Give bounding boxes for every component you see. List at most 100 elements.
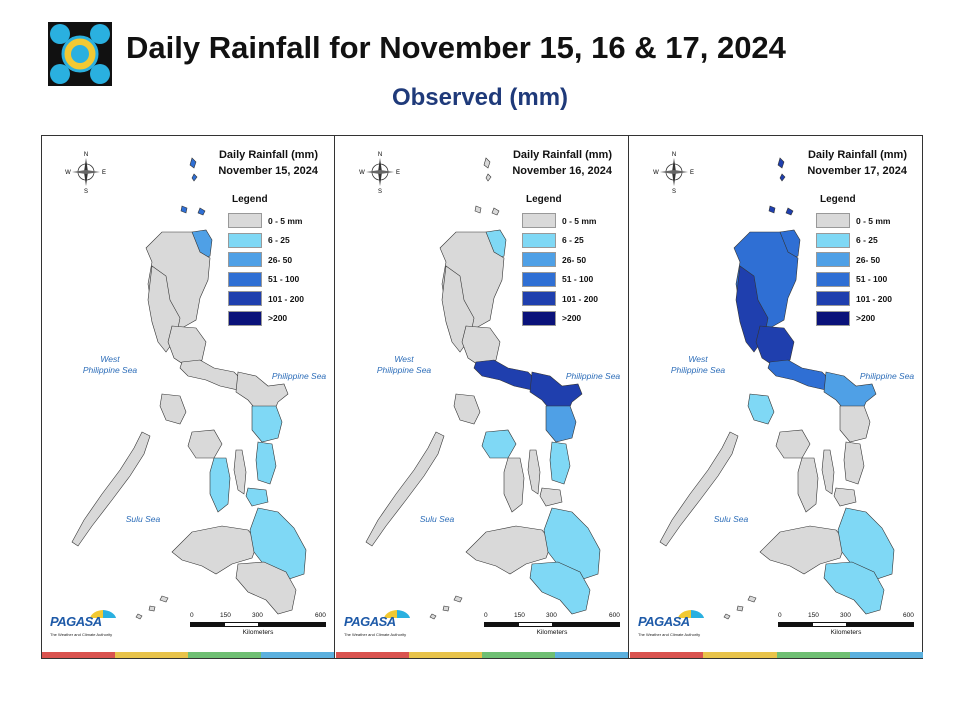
- region-west-mindanao: [759, 525, 847, 575]
- legend-item: 6 - 25: [522, 231, 622, 251]
- region-batanes: [768, 157, 794, 216]
- page-title: Daily Rainfall for November 15, 16 & 17,…: [126, 30, 786, 65]
- legend-swatch: [228, 232, 262, 248]
- compass-w: W: [359, 170, 365, 176]
- compass-e: E: [690, 170, 694, 176]
- scale-tick: 150: [808, 612, 819, 619]
- west-sea-label-line: West: [688, 354, 708, 364]
- legend-swatch: [228, 310, 262, 326]
- legend-swatch: [228, 271, 262, 287]
- panel-date: November 16, 2024: [512, 165, 612, 177]
- legend-swatch: [522, 213, 556, 229]
- compass-rose-icon: N S E W: [65, 152, 106, 194]
- legend-swatch: [522, 271, 556, 287]
- scale-tick: 150: [220, 612, 231, 619]
- region-mindoro: [159, 393, 187, 425]
- legend-swatch: [228, 213, 262, 229]
- philippines-map: [659, 157, 895, 620]
- scale-tick: 300: [840, 612, 851, 619]
- legend: Legend 0 - 5 mm 6 - 25 26- 50 51 - 100 101 -…: [228, 194, 328, 328]
- legend-title: Legend: [820, 194, 856, 205]
- color-stripe: [336, 652, 628, 658]
- compass-e: E: [102, 170, 106, 176]
- west-philippine-sea-label: West Philippine Sea: [658, 354, 738, 376]
- legend-item: 6 - 25: [228, 231, 328, 251]
- region-palawan: [71, 431, 151, 547]
- region-panay: [187, 429, 223, 459]
- region-palawan: [659, 431, 739, 547]
- brand-tagline: The Weather and Climate Authority: [638, 632, 701, 637]
- region-south-luzon: [473, 359, 539, 391]
- legend-item: 51 - 100: [228, 270, 328, 290]
- panel-title: Daily Rainfall (mm): [807, 149, 907, 161]
- region-south-luzon: [179, 359, 245, 391]
- scale-unit: Kilometers: [242, 629, 274, 636]
- region-cebu: [527, 449, 541, 495]
- legend-title: Legend: [232, 194, 268, 205]
- region-samar: [545, 405, 577, 443]
- region-west-mindanao: [465, 525, 553, 575]
- panel-title-block: Daily Rainfall (mm) November 15, 2024: [218, 147, 318, 179]
- sulu-sea-label: Sulu Sea: [713, 514, 749, 524]
- legend-swatch: [228, 291, 262, 307]
- legend: Legend 0 - 5 mm 6 - 25 26- 50 51 - 100 101 -…: [816, 194, 916, 328]
- legend-item: 101 - 200: [816, 289, 916, 309]
- legend-label: 6 - 25: [268, 235, 290, 246]
- region-south-mindanao: [529, 561, 591, 615]
- dost-logo: [48, 22, 112, 86]
- stripe-segment: [261, 652, 334, 658]
- compass-s: S: [378, 189, 382, 194]
- pagasa-logo: PAGASA The Weather and Climate Authority: [46, 608, 118, 648]
- region-panay: [481, 429, 517, 459]
- panel-title-block: Daily Rainfall (mm) November 16, 2024: [512, 147, 612, 179]
- stripe-segment: [188, 652, 261, 658]
- legend-item: 51 - 100: [816, 270, 916, 290]
- region-mindoro: [747, 393, 775, 425]
- legend-item: 101 - 200: [228, 289, 328, 309]
- legend-item: 51 - 100: [522, 270, 622, 290]
- region-leyte: [255, 441, 277, 485]
- legend-item: 26- 50: [228, 250, 328, 270]
- stripe-segment: [409, 652, 482, 658]
- legend: Legend 0 - 5 mm 6 - 25 26- 50 51 - 100 101 -…: [522, 194, 622, 328]
- panel-date: November 15, 2024: [218, 165, 318, 177]
- legend-item: >200: [228, 309, 328, 329]
- panel-title: Daily Rainfall (mm): [512, 149, 612, 161]
- region-south-luzon: [767, 359, 833, 391]
- compass-w: W: [653, 170, 659, 176]
- legend-label: 0 - 5 mm: [268, 215, 303, 226]
- scale-bar: 0 150 300 600 Kilometers: [190, 612, 326, 638]
- scale-tick: 0: [778, 612, 782, 619]
- scale-tick: 300: [546, 612, 557, 619]
- region-negros: [797, 457, 819, 513]
- pagasa-mark-icon: [384, 610, 410, 618]
- region-leyte: [843, 441, 865, 485]
- legend-swatch: [816, 252, 850, 268]
- region-negros: [209, 457, 231, 513]
- legend-label: >200: [856, 313, 876, 324]
- legend-title: Legend: [526, 194, 562, 205]
- brand-tagline: The Weather and Climate Authority: [50, 632, 113, 637]
- scale-tick: 0: [190, 612, 194, 619]
- philippine-sea-label: Philippine Sea: [859, 371, 915, 381]
- region-sulu: [723, 595, 757, 620]
- maps-frame: N S E W Daily Rainfall (mm) November 15,…: [41, 135, 923, 659]
- brand-name: PAGASA: [638, 614, 690, 629]
- region-south-mindanao: [235, 561, 297, 615]
- region-south-mindanao: [823, 561, 885, 615]
- compass-e: E: [396, 170, 400, 176]
- region-bicol: [529, 371, 583, 417]
- stripe-segment: [42, 652, 115, 658]
- panel-date: November 17, 2024: [807, 165, 907, 177]
- stripe-segment: [776, 652, 850, 658]
- legend-swatch: [522, 252, 556, 268]
- west-sea-label-line: Philippine Sea: [670, 365, 726, 375]
- legend-swatch: [522, 310, 556, 326]
- region-cebu: [233, 449, 247, 495]
- scale-bar: 0 150 300 600 Kilometers: [484, 612, 620, 638]
- compass-n: N: [378, 152, 382, 158]
- brand-name: PAGASA: [50, 614, 102, 629]
- legend-label: 0 - 5 mm: [562, 215, 597, 226]
- legend-item: 0 - 5 mm: [522, 211, 622, 231]
- legend-label: 51 - 100: [562, 274, 594, 285]
